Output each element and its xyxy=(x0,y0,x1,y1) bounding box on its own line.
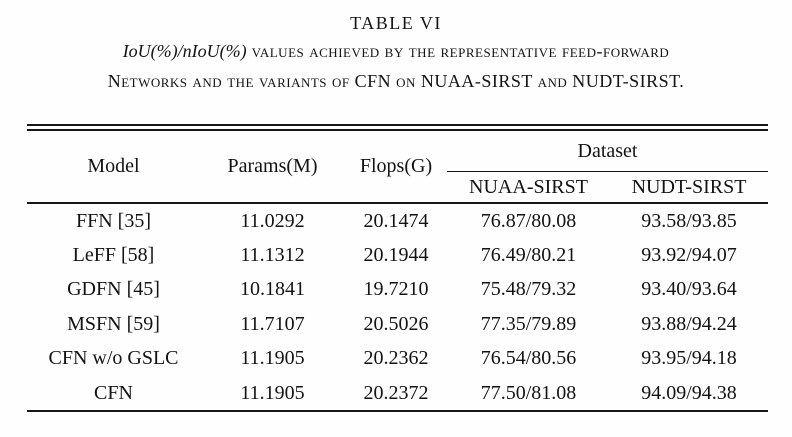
flops-cell: 20.2372 xyxy=(363,381,429,404)
model-cell: CFN xyxy=(94,381,133,404)
caption-line-2: Networks and the variants of CFN on NUAA… xyxy=(107,71,685,91)
model-cell: GDFN [45] xyxy=(67,278,160,301)
nuaa-cell: 76.54/80.56 xyxy=(480,347,577,370)
model-cell: FFN [35] xyxy=(75,209,151,232)
column-header-nuaa-sirst: NUAA-SIRST xyxy=(447,171,610,204)
header-row-sub: NUAA-SIRST NUDT-SIRST xyxy=(27,171,769,204)
nudt-cell: 93.88/94.24 xyxy=(641,312,737,335)
nudt-cell: 93.92/94.07 xyxy=(641,244,737,267)
table-caption: TABLE VI IoU(%)/nIoU(%) values achieved … xyxy=(0,10,792,96)
table-row-leff: LeFF [58] 11.1312 20.1944 76.49/80.21 93… xyxy=(27,238,768,272)
results-table-header: Model Params(M) Flops(G) Dataset NUAA-SI… xyxy=(27,127,769,204)
header-row-top: Model Params(M) Flops(G) Dataset xyxy=(27,127,769,204)
results-table-body: FFN [35] 11.0292 20.1474 76.87/80.08 93.… xyxy=(27,203,768,411)
nudt-cell: 93.40/93.64 xyxy=(641,278,737,301)
column-header-params: Params(M) xyxy=(200,127,345,204)
nuaa-cell: 76.49/80.21 xyxy=(480,244,577,267)
params-cell: 11.1905 xyxy=(240,381,305,404)
params-cell: 11.1905 xyxy=(240,347,305,370)
nudt-cell: 94.09/94.38 xyxy=(641,381,737,404)
column-header-nudt-sirst: NUDT-SIRST xyxy=(610,171,769,204)
table-number: TABLE VI xyxy=(350,13,442,33)
flops-cell: 20.5026 xyxy=(363,312,429,335)
table-row-cfn-wo-gslc: CFN w/o GSLC 11.1905 20.2362 76.54/80.56… xyxy=(27,342,768,376)
params-cell: 11.7107 xyxy=(240,312,305,335)
caption-line-1-text: values achieved by the representative fe… xyxy=(246,41,670,61)
table-row-gdfn: GDFN [45] 10.1841 19.7210 75.48/79.32 93… xyxy=(27,273,768,307)
params-cell: 11.1312 xyxy=(240,244,305,267)
nuaa-cell: 76.87/80.08 xyxy=(480,209,577,232)
model-cell: LeFF [58] xyxy=(72,244,155,267)
column-header-flops: Flops(G) xyxy=(345,127,447,204)
table-row-msfn: MSFN [59] 11.7107 20.5026 77.35/79.89 93… xyxy=(27,307,768,341)
params-cell: 10.1841 xyxy=(240,278,305,301)
flops-cell: 19.7210 xyxy=(363,278,429,301)
results-table: Model Params(M) Flops(G) Dataset NUAA-SI… xyxy=(27,124,769,413)
model-cell: CFN w/o GSLC xyxy=(48,347,179,370)
caption-line-1: IoU(%)/nIoU(%) values achieved by the re… xyxy=(0,36,792,66)
caption-metric-math: IoU(%)/nIoU(%) xyxy=(122,41,247,61)
table-row-ffn: FFN [35] 11.0292 20.1474 76.87/80.08 93.… xyxy=(27,203,768,238)
nuaa-cell: 75.48/79.32 xyxy=(480,278,577,301)
column-header-dataset: Dataset xyxy=(447,127,769,172)
params-cell: 11.0292 xyxy=(240,209,305,232)
model-cell: MSFN [59] xyxy=(67,312,160,335)
nudt-cell: 93.58/93.85 xyxy=(641,209,737,232)
flops-cell: 20.2362 xyxy=(363,347,429,370)
flops-cell: 20.1474 xyxy=(363,209,429,232)
nuaa-cell: 77.50/81.08 xyxy=(480,381,577,404)
table-row-cfn: CFN 11.1905 20.2372 77.50/81.08 94.09/94… xyxy=(27,376,768,411)
flops-cell: 20.1944 xyxy=(363,244,429,267)
nuaa-cell: 77.35/79.89 xyxy=(480,312,577,335)
column-header-model: Model xyxy=(27,127,200,204)
nudt-cell: 93.95/94.18 xyxy=(641,347,737,370)
